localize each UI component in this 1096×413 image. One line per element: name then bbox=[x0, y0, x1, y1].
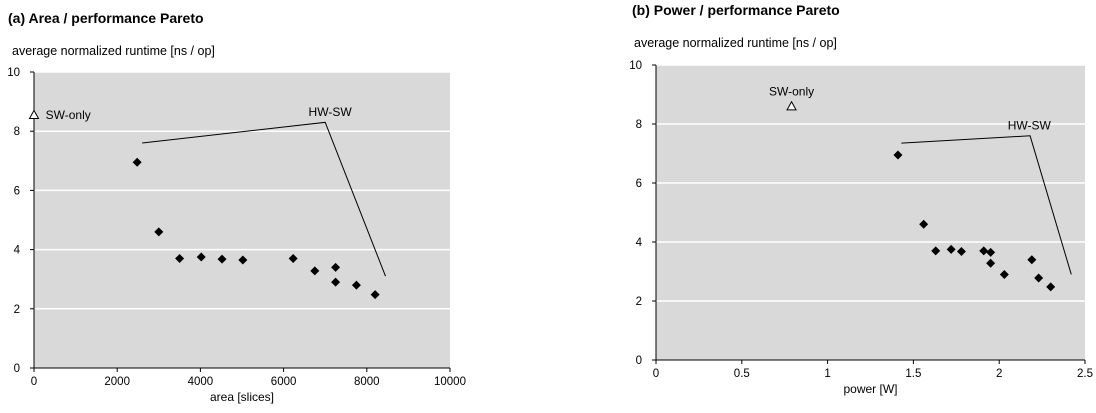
hw-sw-data-point bbox=[979, 246, 989, 256]
y-tick-label: 4 bbox=[14, 245, 21, 257]
y-tick-label: 0 bbox=[636, 355, 642, 367]
callout-line bbox=[142, 121, 386, 277]
hw-sw-data-point bbox=[175, 253, 185, 263]
hw-sw-data-point bbox=[370, 290, 380, 300]
y-axis-label: average normalized runtime [ns / op] bbox=[634, 36, 837, 50]
x-tick-label: 4000 bbox=[188, 376, 214, 388]
hw-sw-data-point bbox=[1027, 255, 1037, 265]
x-tick-label: 1 bbox=[824, 368, 830, 380]
x-tick-label: 2.5 bbox=[1077, 368, 1093, 380]
hw-sw-data-point bbox=[931, 246, 941, 256]
x-axis-label: power [W] bbox=[843, 382, 897, 396]
hw-sw-data-point bbox=[919, 219, 929, 229]
chart-plot-area: 0 2 4 6 8 10 0 2000 4000 6000 8000 10000 area [slice… bbox=[7, 67, 466, 404]
sw-only-data-point bbox=[28, 109, 40, 120]
y-axis-label: average normalized runtime [ns / op] bbox=[12, 44, 215, 58]
hw-sw-data-point bbox=[1034, 273, 1044, 283]
annotation-label: HW-SW bbox=[1008, 118, 1052, 132]
y-tick-label: 6 bbox=[14, 185, 20, 197]
hw-sw-data-point bbox=[310, 266, 320, 276]
chart-title: (b) Power / performance Pareto bbox=[632, 2, 840, 18]
y-tick-label: 8 bbox=[14, 126, 20, 138]
callout-line bbox=[901, 135, 1072, 275]
hw-sw-data-point bbox=[986, 258, 996, 268]
x-tick-label: 0.5 bbox=[734, 368, 750, 380]
chart-panel-power: (b) Power / performance Pareto average n… bbox=[548, 0, 1096, 413]
x-tick-label: 2000 bbox=[104, 376, 130, 388]
y-tick-label: 0 bbox=[14, 363, 20, 375]
sw-only-data-point bbox=[786, 100, 797, 111]
x-tick-label: 6000 bbox=[271, 376, 297, 388]
chart-title: (a) Area / performance Pareto bbox=[8, 10, 204, 26]
x-tick-label: 0 bbox=[653, 368, 659, 380]
x-tick-label: 2 bbox=[996, 368, 1002, 380]
y-tick-label: 10 bbox=[7, 67, 20, 79]
annotation-label: SW-only bbox=[46, 108, 91, 122]
x-tick-label: 1.5 bbox=[905, 368, 921, 380]
plot-background bbox=[656, 65, 1085, 360]
hw-sw-data-point bbox=[154, 227, 164, 237]
y-tick-label: 8 bbox=[636, 119, 642, 131]
hw-sw-data-point bbox=[217, 254, 227, 264]
hw-sw-data-point bbox=[986, 247, 996, 257]
y-tick-label: 4 bbox=[636, 237, 643, 249]
hw-sw-data-point bbox=[956, 246, 966, 256]
hw-sw-data-point bbox=[132, 157, 142, 167]
hw-sw-data-point bbox=[999, 269, 1009, 279]
plot-background bbox=[34, 72, 450, 368]
hw-sw-data-point bbox=[331, 262, 341, 272]
annotation-label: SW-only bbox=[769, 85, 814, 99]
x-tick-label: 8000 bbox=[354, 376, 380, 388]
hw-sw-data-point bbox=[238, 255, 248, 265]
hw-sw-data-point bbox=[1046, 282, 1056, 292]
hw-sw-data-point bbox=[331, 277, 341, 287]
x-tick-label: 0 bbox=[31, 376, 37, 388]
chart-plot-power: 0 2 4 6 8 10 0 0.5 1 1.5 2 2.5 power [W] SW-only HW-SW bbox=[629, 60, 1093, 396]
x-tick-label: 10000 bbox=[434, 376, 466, 388]
y-tick-label: 6 bbox=[636, 178, 642, 190]
hw-sw-data-point bbox=[196, 252, 206, 262]
y-tick-label: 2 bbox=[14, 304, 20, 316]
hw-sw-data-point bbox=[288, 253, 298, 263]
hw-sw-data-point bbox=[351, 280, 361, 290]
hw-sw-data-point bbox=[893, 150, 903, 160]
hw-sw-data-point bbox=[946, 244, 956, 254]
x-axis-label: area [slices] bbox=[210, 390, 274, 404]
annotation-label: HW-SW bbox=[309, 105, 353, 119]
y-tick-label: 10 bbox=[629, 60, 642, 72]
chart-panel-area: (a) Area / performance Pareto average no… bbox=[7, 10, 466, 404]
y-tick-label: 2 bbox=[636, 296, 642, 308]
